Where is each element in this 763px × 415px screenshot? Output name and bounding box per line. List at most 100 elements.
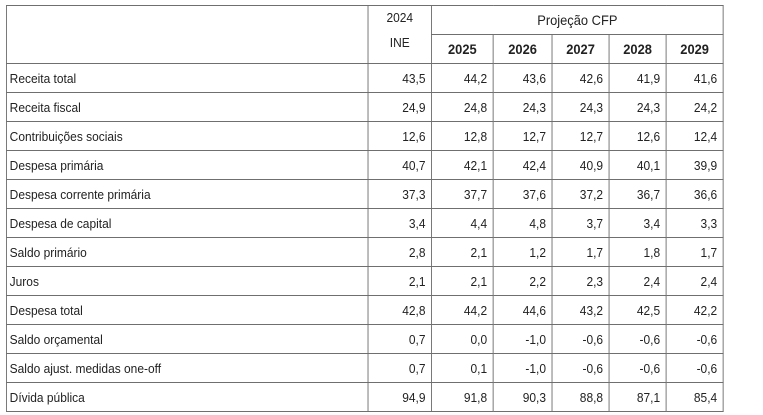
cell-2028: 12,6 — [608, 121, 667, 151]
cell-2025: 2,1 — [431, 237, 494, 267]
cell-2024: 94,9 — [367, 382, 432, 412]
cell-2026: 37,6 — [492, 179, 553, 209]
header-2024-ine: 2024 INE — [367, 5, 432, 64]
row-label: Despesa de capital — [6, 208, 369, 238]
cell-2029: 39,9 — [665, 150, 724, 180]
cell-2025: 44,2 — [431, 63, 494, 93]
cell-2025: 24,8 — [431, 92, 494, 122]
cell-2029: 1,7 — [665, 237, 724, 267]
cell-2027: 24,3 — [551, 92, 610, 122]
cell-2029: 2,4 — [665, 266, 724, 296]
table-row: Saldo primário 2,8 2,1 1,2 1,7 1,8 1,7 — [6, 237, 724, 267]
cell-2028: 36,7 — [608, 179, 667, 209]
cell-2026: 42,4 — [492, 150, 553, 180]
cell-2027: 88,8 — [551, 382, 610, 412]
cell-2029: 24,2 — [665, 92, 724, 122]
cell-2029: -0,6 — [665, 324, 724, 354]
cell-2024: 37,3 — [367, 179, 432, 209]
cell-2029: 85,4 — [665, 382, 724, 412]
row-label: Contribuições sociais — [6, 121, 369, 151]
cell-2027: 42,6 — [551, 63, 610, 93]
header-projection-title: Projeção CFP — [431, 5, 724, 35]
cell-2028: 42,5 — [608, 295, 667, 325]
row-label: Juros — [6, 266, 369, 296]
table-row: Despesa de capital 3,4 4,4 4,8 3,7 3,4 3,3 — [6, 208, 724, 238]
cell-2025: 44,2 — [431, 295, 494, 325]
cell-2028: 24,3 — [608, 92, 667, 122]
cell-2026: 1,2 — [492, 237, 553, 267]
cell-2026: 12,7 — [492, 121, 553, 151]
row-label: Despesa primária — [6, 150, 369, 180]
cell-2024: 40,7 — [367, 150, 432, 180]
cell-2029: 12,4 — [665, 121, 724, 151]
table-row: Despesa total 42,8 44,2 44,6 43,2 42,5 42,2 — [6, 295, 724, 325]
row-label: Receita total — [6, 63, 369, 93]
table-row: Saldo ajust. medidas one-off 0,7 0,1 -1,0 -0… — [6, 353, 724, 383]
row-label: Saldo ajust. medidas one-off — [6, 353, 369, 383]
cell-2026: 2,2 — [492, 266, 553, 296]
header-blank-cell — [6, 5, 369, 64]
row-label: Despesa corrente primária — [6, 179, 369, 209]
cell-2026: 44,6 — [492, 295, 553, 325]
table-row: Despesa corrente primária 37,3 37,7 37,6 37,… — [6, 179, 724, 209]
cell-2028: 2,4 — [608, 266, 667, 296]
cell-2028: 1,8 — [608, 237, 667, 267]
cell-2025: 2,1 — [431, 266, 494, 296]
cell-2024: 0,7 — [367, 353, 432, 383]
cell-2027: 43,2 — [551, 295, 610, 325]
cell-2025: 91,8 — [431, 382, 494, 412]
cell-2027: -0,6 — [551, 353, 610, 383]
cell-2026: -1,0 — [492, 324, 553, 354]
cell-2028: 40,1 — [608, 150, 667, 180]
cell-2029: 3,3 — [665, 208, 724, 238]
header-year-2025: 2025 — [431, 34, 494, 64]
table-row: Receita total 43,5 44,2 43,6 42,6 41,9 41,6 — [6, 63, 724, 93]
cell-2025: 0,1 — [431, 353, 494, 383]
header-year-2026: 2026 — [492, 34, 553, 64]
table-row: Receita fiscal 24,9 24,8 24,3 24,3 24,3 24,2 — [6, 92, 724, 122]
header-ine-source: INE — [389, 34, 410, 50]
cell-2025: 42,1 — [431, 150, 494, 180]
cell-2028: 41,9 — [608, 63, 667, 93]
row-label: Receita fiscal — [6, 92, 369, 122]
cell-2027: 40,9 — [551, 150, 610, 180]
cell-2024: 12,6 — [367, 121, 432, 151]
cell-2028: 87,1 — [608, 382, 667, 412]
cell-2029: -0,6 — [665, 353, 724, 383]
cell-2024: 42,8 — [367, 295, 432, 325]
cell-2029: 41,6 — [665, 63, 724, 93]
cell-2029: 42,2 — [665, 295, 724, 325]
header-year-2027: 2027 — [551, 34, 610, 64]
cell-2026: -1,0 — [492, 353, 553, 383]
cell-2024: 0,7 — [367, 324, 432, 354]
table-row: Despesa primária 40,7 42,1 42,4 40,9 40,1 39,9 — [6, 150, 724, 180]
table-row: Saldo orçamental 0,7 0,0 -1,0 -0,6 -0,6 -0,6 — [6, 324, 724, 354]
header-ine-year: 2024 — [386, 10, 414, 25]
fiscal-projection-table: 2024 INE Projeção CFP 2025 2026 2027 2028 20… — [6, 5, 724, 412]
cell-2028: -0,6 — [608, 324, 667, 354]
header-year-2028: 2028 — [608, 34, 667, 64]
row-label: Despesa total — [6, 295, 369, 325]
cell-2029: 36,6 — [665, 179, 724, 209]
table-row: Juros 2,1 2,1 2,2 2,3 2,4 2,4 — [6, 266, 724, 296]
cell-2024: 24,9 — [367, 92, 432, 122]
cell-2026: 90,3 — [492, 382, 553, 412]
cell-2026: 4,8 — [492, 208, 553, 238]
cell-2027: 12,7 — [551, 121, 610, 151]
cell-2024: 2,1 — [367, 266, 432, 296]
cell-2024: 3,4 — [367, 208, 432, 238]
cell-2026: 43,6 — [492, 63, 553, 93]
cell-2028: -0,6 — [608, 353, 667, 383]
cell-2025: 4,4 — [431, 208, 494, 238]
row-label: Saldo orçamental — [6, 324, 369, 354]
header-year-2029: 2029 — [665, 34, 724, 64]
row-label: Saldo primário — [6, 237, 369, 267]
cell-2027: 2,3 — [551, 266, 610, 296]
cell-2026: 24,3 — [492, 92, 553, 122]
cell-2027: -0,6 — [551, 324, 610, 354]
cell-2024: 2,8 — [367, 237, 432, 267]
cell-2027: 37,2 — [551, 179, 610, 209]
table-row: Dívida pública 94,9 91,8 90,3 88,8 87,1 85,4 — [6, 382, 724, 412]
cell-2024: 43,5 — [367, 63, 432, 93]
cell-2028: 3,4 — [608, 208, 667, 238]
